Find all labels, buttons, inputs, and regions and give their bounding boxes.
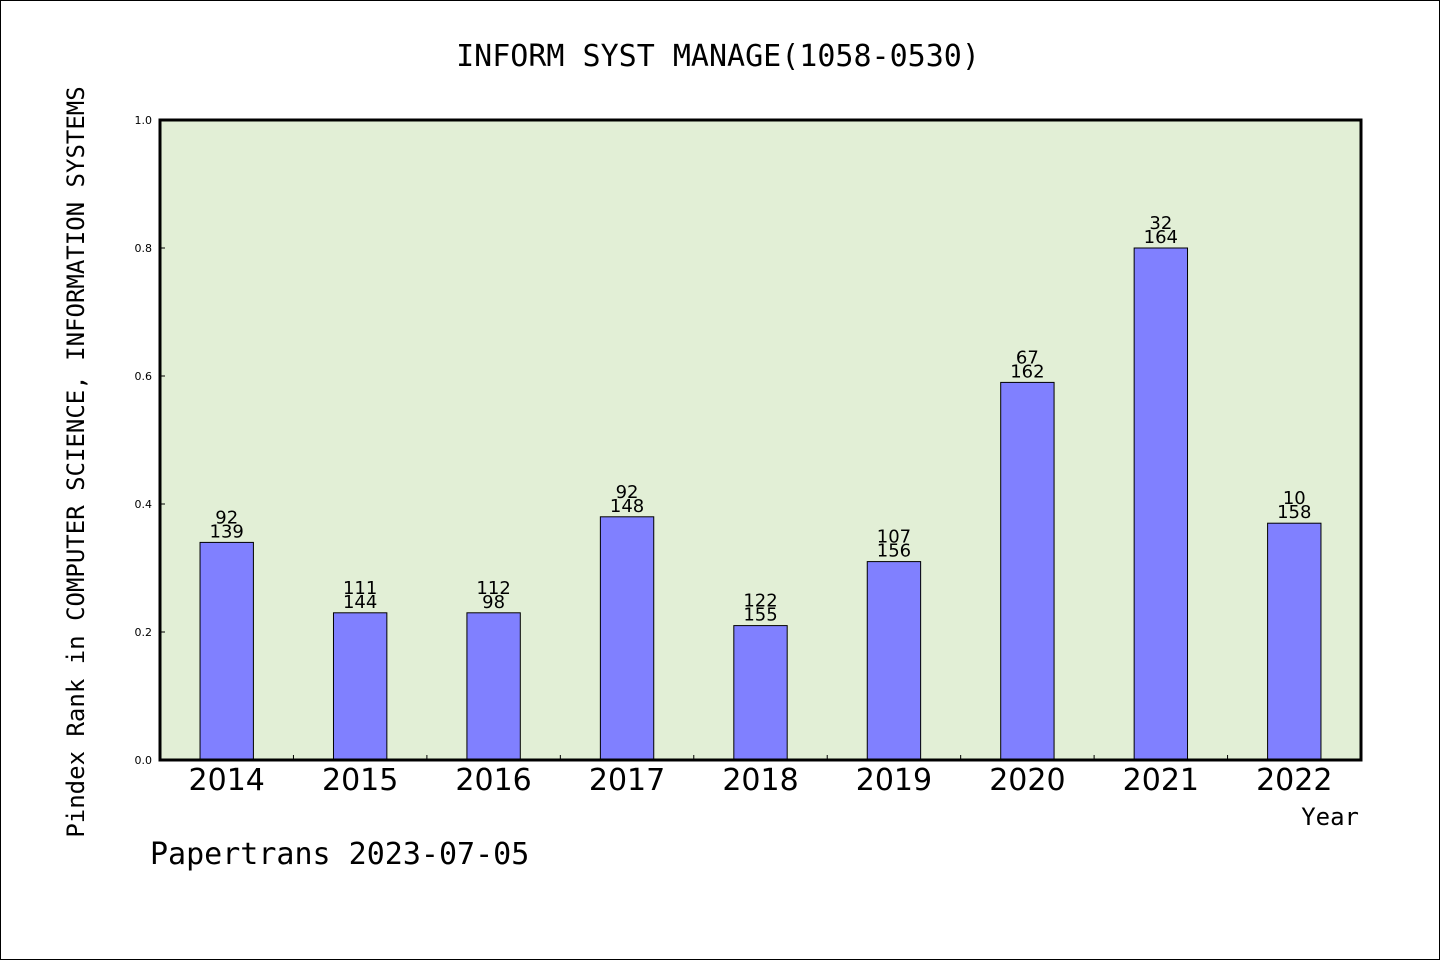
bar-total-label-2020: 162	[1010, 361, 1044, 382]
y-tick-label: 0.4	[135, 498, 153, 511]
x-tick-label-2017: 2017	[589, 763, 665, 798]
x-tick-label-2015: 2015	[322, 763, 398, 798]
bar-2019	[866, 561, 922, 761]
bar-rank-label-2021: 32	[1149, 213, 1172, 234]
x-tick-label-2022: 2022	[1256, 763, 1332, 798]
y-tick-label: 0.2	[135, 626, 153, 639]
bar-total-label-2021: 164	[1144, 227, 1178, 248]
y-axis: 0.0 0.2 0.4 0.6 0.8 1.0	[135, 114, 165, 767]
bar-2017	[599, 516, 655, 761]
bar-2022	[1267, 522, 1322, 761]
bar-rank-label-2014: 92	[215, 507, 238, 528]
bar-total-label-2015: 144	[343, 592, 377, 613]
bar-rank-label-2018: 122	[743, 591, 777, 612]
bar-rank-label-2022: 10	[1283, 488, 1306, 509]
bar-rank-label-2016: 112	[476, 578, 510, 599]
y-tick-label: 0.0	[135, 754, 153, 767]
bar-rank-label-2020: 67	[1016, 347, 1039, 368]
y-tick-label: 1.0	[135, 114, 153, 127]
x-tick-label-2020: 2020	[989, 763, 1065, 798]
chart-title: INFORM SYST MANAGE(1058-0530)	[456, 39, 980, 74]
bar-rank-label-2017: 92	[616, 482, 639, 503]
x-tick-label-2016: 2016	[455, 763, 531, 798]
y-axis-label: Pindex Rank in COMPUTER SCIENCE, INFORMA…	[62, 86, 90, 837]
bar-total-label-2016: 98	[482, 592, 505, 613]
bar-total-label-2019: 156	[877, 541, 911, 562]
bar-2020	[1000, 381, 1055, 761]
bar-total-label-2022: 158	[1277, 502, 1311, 523]
plot-border	[158, 118, 1363, 762]
y-tick-label: 0.8	[135, 242, 153, 255]
x-tick-label-2019: 2019	[856, 763, 932, 798]
footer-credit: Papertrans 2023-07-05	[150, 837, 529, 872]
bar-rank-label-2019: 107	[877, 527, 911, 548]
bar-2015	[332, 612, 388, 761]
bar-labels-group: 1399214411198112148921551221561071626716…	[210, 213, 1312, 626]
bar-2018	[733, 625, 788, 761]
bar-2021	[1133, 247, 1189, 761]
x-tick-label-2014: 2014	[189, 763, 265, 798]
y-tick-label: 0.6	[135, 370, 153, 383]
bar-2016	[466, 612, 521, 761]
bar-2014	[199, 541, 254, 761]
x-axis: 2014 2015 2016 2017 2018 2019 2020 2021 2022	[189, 755, 1332, 798]
bar-total-label-2017: 148	[610, 496, 644, 517]
x-tick-label-2018: 2018	[722, 763, 798, 798]
bars-group	[199, 247, 1322, 761]
x-tick-label-2021: 2021	[1123, 763, 1199, 798]
bar-rank-label-2015: 111	[343, 578, 377, 599]
x-axis-label: Year	[1301, 803, 1359, 831]
bar-total-label-2018: 155	[743, 605, 777, 626]
bar-total-label-2014: 139	[210, 521, 244, 542]
